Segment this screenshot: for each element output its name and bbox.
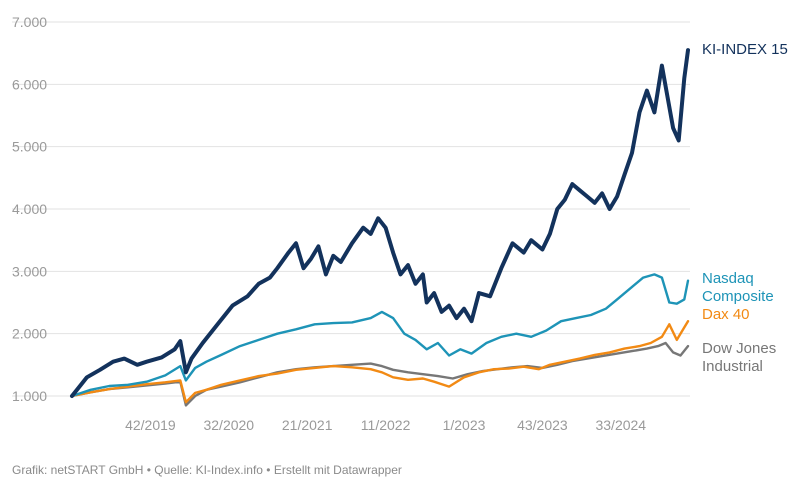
series-lines bbox=[70, 48, 690, 407]
series-line-dow-jones-industrial bbox=[70, 341, 690, 407]
series-line-dax-40 bbox=[70, 320, 690, 404]
chart-footer-credit: Grafik: netSTART GmbH • Quelle: KI-Index… bbox=[12, 463, 402, 477]
y-tick-label: 2.000 bbox=[12, 326, 47, 342]
y-tick-label: 5.000 bbox=[12, 139, 47, 155]
y-tick-label: 7.000 bbox=[12, 14, 47, 30]
gridlines bbox=[12, 21, 690, 397]
series-label: Nasdaq bbox=[702, 270, 754, 287]
series-label: Industrial bbox=[702, 358, 763, 375]
y-tick-label: 3.000 bbox=[12, 263, 47, 279]
x-axis-ticks: 42/2019 32/2020 21/2021 11/2022 1/2023 43/202… bbox=[125, 417, 646, 433]
series-label: Dow Jones bbox=[702, 340, 776, 357]
x-tick-label: 32/2020 bbox=[203, 417, 254, 433]
y-axis-ticks: 1.000 2.000 3.000 4.000 5.000 6.000 7.000 bbox=[12, 14, 47, 404]
x-tick-label: 21/2021 bbox=[282, 417, 333, 433]
x-tick-label: 1/2023 bbox=[443, 417, 486, 433]
y-tick-label: 4.000 bbox=[12, 201, 47, 217]
x-tick-label: 33/2024 bbox=[595, 417, 646, 433]
series-line-nasdaq-composite bbox=[70, 273, 690, 398]
y-tick-label: 6.000 bbox=[12, 76, 47, 92]
x-tick-label: 43/2023 bbox=[517, 417, 568, 433]
x-tick-label: 11/2022 bbox=[361, 417, 411, 433]
series-label: Dax 40 bbox=[702, 306, 750, 323]
series-label: Composite bbox=[702, 288, 774, 305]
series-line-ki-index-15 bbox=[70, 48, 690, 398]
series-label: KI-INDEX 15 bbox=[702, 41, 788, 58]
y-tick-label: 1.000 bbox=[12, 388, 47, 404]
x-tick-label: 42/2019 bbox=[125, 417, 176, 433]
